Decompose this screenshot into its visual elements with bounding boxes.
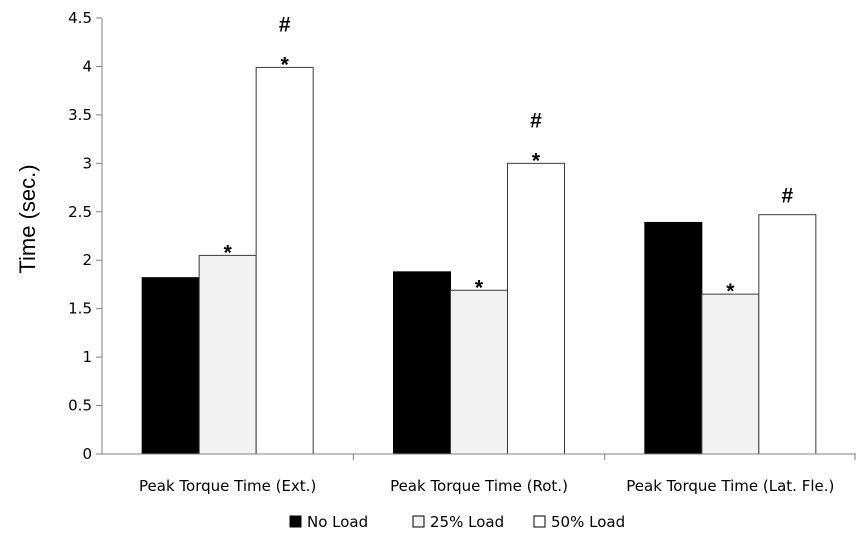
- y-tick-label: 4: [82, 57, 92, 75]
- y-tick-label: 1.5: [68, 300, 92, 318]
- legend-item: 50% Load: [533, 513, 625, 531]
- significance-asterisk: *: [532, 149, 541, 172]
- bar-no-load-1: [393, 271, 451, 455]
- significance-asterisk: *: [475, 276, 484, 299]
- bar-25-load-2: [701, 293, 760, 455]
- bar-no-load-2: [644, 221, 703, 455]
- y-tick-label: 3.5: [68, 106, 92, 124]
- significance-hash: #: [530, 109, 542, 132]
- y-tick-label: 2: [82, 251, 92, 269]
- y-tick-label: 3: [82, 154, 92, 172]
- x-category-label: Peak Torque Time (Lat. Fle.): [626, 477, 834, 495]
- y-tick-label: 4.5: [68, 9, 92, 27]
- bar-25-load-0: [198, 254, 257, 455]
- legend-item: No Load: [289, 513, 368, 531]
- y-tick-label: 0.5: [68, 397, 92, 415]
- y-axis-label: Time (sec.): [15, 164, 40, 273]
- bar-50-load-0: [255, 66, 314, 455]
- significance-asterisk: *: [281, 53, 290, 76]
- legend-swatch: [412, 515, 425, 528]
- legend-label: 50% Load: [551, 513, 625, 531]
- legend-item: 25% Load: [412, 513, 504, 531]
- legend: No Load 25% Load 50% Load: [289, 513, 625, 531]
- y-axis: 0 0.5 1 1.5 2 2.5 3 3.5 4 4.5: [68, 9, 103, 463]
- significance-hash: #: [279, 13, 291, 36]
- bar-25-load-1: [450, 289, 508, 455]
- y-tick-label: 2.5: [68, 203, 92, 221]
- legend-swatch: [533, 515, 546, 528]
- legend-label: 25% Load: [430, 513, 504, 531]
- significance-hash: #: [781, 185, 793, 208]
- bar-no-load-0: [141, 277, 200, 455]
- bars: [141, 66, 817, 455]
- bar-50-load-1: [507, 162, 565, 455]
- significance-annotations: * * # * * # * #: [224, 13, 794, 303]
- x-axis: Peak Torque Time (Ext.) Peak Torque Time …: [102, 453, 856, 495]
- legend-label: No Load: [307, 513, 368, 531]
- bar-50-load-2: [758, 214, 817, 455]
- y-tick-label: 1: [82, 348, 92, 366]
- x-category-label: Peak Torque Time (Rot.): [390, 477, 568, 495]
- x-category-label: Peak Torque Time (Ext.): [139, 477, 316, 495]
- significance-asterisk: *: [224, 241, 233, 264]
- significance-asterisk: *: [726, 280, 735, 303]
- legend-swatch: [289, 515, 302, 528]
- y-tick-label: 0: [82, 445, 92, 463]
